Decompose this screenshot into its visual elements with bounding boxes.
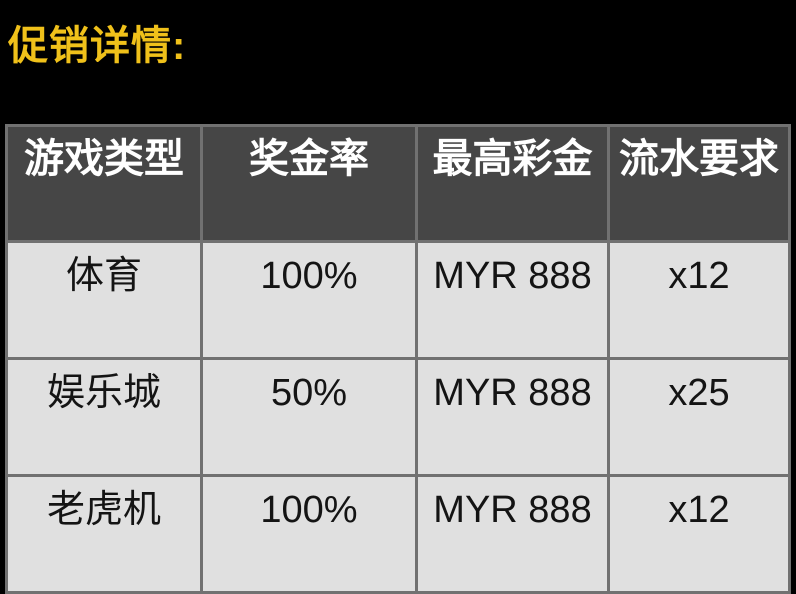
column-header-turnover-requirement: 流水要求 [607,124,791,243]
column-header-game-type: 游戏类型 [5,124,203,243]
cell-max-bonus: MYR 888 [415,474,610,594]
cell-max-bonus: MYR 888 [415,240,610,360]
cell-turnover-requirement: x12 [607,240,791,360]
promo-details-heading: 促销详情: [8,24,187,68]
cell-bonus-rate: 50% [200,357,418,477]
cell-bonus-rate: 100% [200,474,418,594]
cell-game-type: 体育 [5,240,203,360]
column-header-bonus-rate: 奖金率 [200,124,418,243]
cell-turnover-requirement: x25 [607,357,791,477]
promo-details-table: 游戏类型 奖金率 最高彩金 流水要求 体育 100% MYR 888 x12 娱… [5,124,791,594]
table-row: 娱乐城 50% MYR 888 x25 [5,357,791,477]
column-header-max-bonus: 最高彩金 [415,124,610,243]
cell-max-bonus: MYR 888 [415,357,610,477]
cell-bonus-rate: 100% [200,240,418,360]
cell-game-type: 娱乐城 [5,357,203,477]
table-row: 老虎机 100% MYR 888 x12 [5,474,791,594]
cell-game-type: 老虎机 [5,474,203,594]
cell-turnover-requirement: x12 [607,474,791,594]
table-header-row: 游戏类型 奖金率 最高彩金 流水要求 [5,124,791,243]
table-row: 体育 100% MYR 888 x12 [5,240,791,360]
